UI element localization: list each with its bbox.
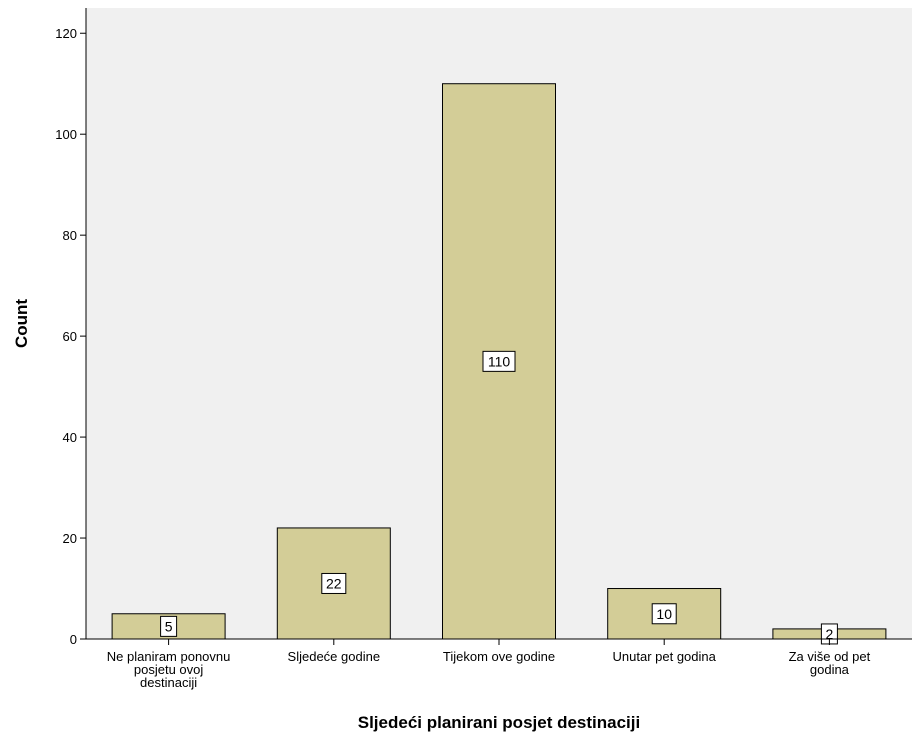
data-label-box [321,572,347,594]
x-tick-label: Tijekom ove godine [443,649,555,664]
y-tick-label: 40 [63,430,77,445]
y-tick-label: 20 [63,531,77,546]
x-axis-title: Sljedeći planirani posjet destinaciji [358,713,640,732]
data-label: 5 [160,615,178,637]
data-label-text: 2 [826,626,834,642]
data-labels: 5 22 110 10 2 [160,350,838,645]
x-axis-tick-labels: Ne planiram ponovnu posjetu ovoj destinaci… [107,639,871,690]
y-tick-label: 60 [63,329,77,344]
y-tick-label: 120 [55,26,77,41]
data-label: 10 [651,603,677,625]
data-label: 110 [482,350,516,372]
x-tick-label: Za više od pet godina [789,649,871,677]
data-label-text: 5 [165,618,173,634]
y-tick-label: 0 [70,632,77,647]
y-axis-ticks: 0 20 40 60 80 100 120 [55,26,86,647]
data-label-text: 10 [656,606,672,622]
data-label-text: 110 [488,353,511,369]
x-tick-label: Unutar pet godina [613,649,717,664]
data-label-box [651,603,677,625]
x-tick-label: Sljedeće godine [288,649,381,664]
data-label-box [482,350,516,372]
x-tick-label: Ne planiram ponovnu posjetu ovoj destinaci… [107,649,231,690]
y-axis-title: Count [12,299,31,348]
data-label: 22 [321,572,347,594]
y-tick-label: 80 [63,228,77,243]
data-label-box [160,615,178,637]
data-label-text: 22 [326,575,342,591]
y-tick-label: 100 [55,127,77,142]
